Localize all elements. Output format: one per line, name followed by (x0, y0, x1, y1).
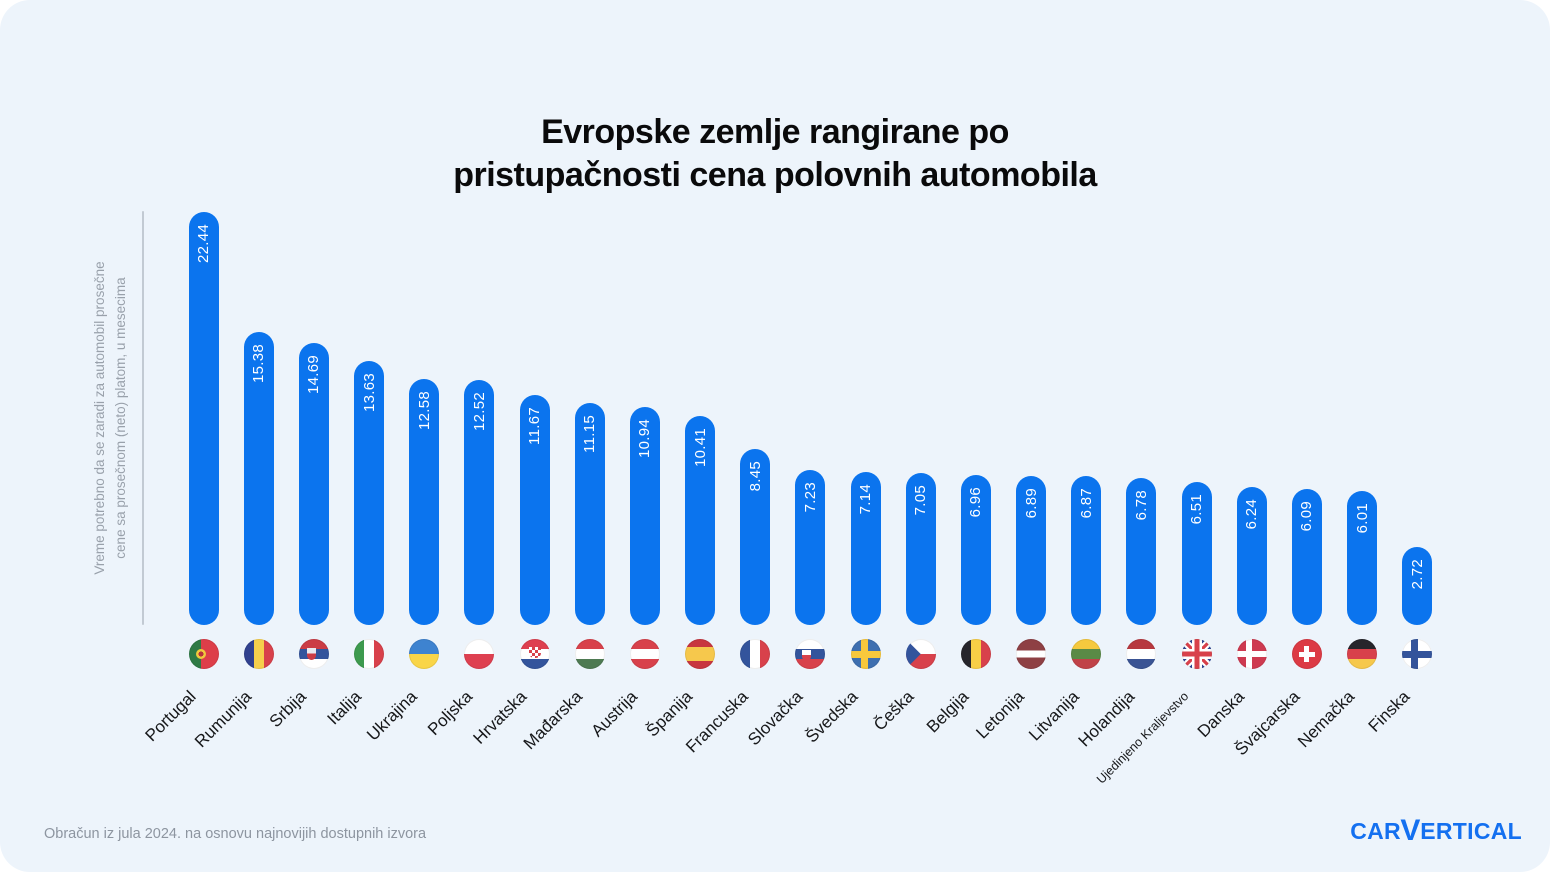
flag-ro-icon (243, 639, 274, 669)
bar-value-label: 12.58 (415, 391, 433, 431)
bar-ro: 15.38 (243, 331, 274, 625)
bar-value-label: 12.52 (470, 392, 488, 432)
flag-dk-icon (1236, 639, 1267, 669)
bar-value-label: 7.14 (857, 483, 875, 515)
bar-hr: 11.67 (519, 394, 550, 625)
bar-value-label: 6.87 (1077, 488, 1095, 519)
bar-pt: 22.44 (188, 211, 219, 625)
bar-se: 7.14 (850, 471, 881, 625)
carvertical-logo: CARVERTICAL (1350, 813, 1522, 849)
bar-lv: 6.89 (1016, 475, 1047, 625)
bar-value-label: 10.41 (691, 428, 709, 468)
bar-value-label: 6.96 (967, 486, 985, 518)
flag-pt-icon (188, 639, 219, 669)
x-label-es: Španija (642, 686, 697, 741)
bar-value-label: 7.23 (801, 482, 819, 513)
flag-ch-icon (1291, 639, 1322, 669)
flag-lv-icon (1016, 639, 1047, 669)
flag-fi-icon (1402, 639, 1433, 669)
flag-gb-icon (1181, 639, 1212, 669)
bar-at: 10.94 (629, 407, 660, 625)
bar-value-label: 11.67 (526, 406, 544, 445)
y-axis-line (142, 211, 144, 625)
flag-lt-icon (1071, 639, 1102, 669)
bar-lt: 6.87 (1071, 476, 1102, 625)
bar-value-label: 10.94 (636, 419, 654, 459)
flag-es-icon (685, 639, 716, 669)
bar-de: 6.01 (1347, 490, 1378, 625)
bar-value-label: 15.38 (250, 343, 268, 383)
bar-value-label: 7.05 (912, 485, 930, 516)
bar-ch: 6.09 (1291, 489, 1322, 625)
flag-nl-icon (1126, 639, 1157, 669)
logo-text-ertical: ERTICAL (1420, 818, 1522, 844)
x-label-at: Austrija (587, 686, 642, 741)
bar-value-label: 6.01 (1353, 502, 1371, 534)
logo-v-mark-icon: V (1400, 814, 1421, 847)
x-label-se: Švedska (802, 686, 862, 747)
bar-value-label: 8.45 (746, 461, 764, 492)
bar-be: 6.96 (960, 474, 991, 625)
bar-value-label: 2.72 (1408, 558, 1426, 590)
bar-rs: 14.69 (298, 343, 329, 625)
flag-hu-icon (574, 639, 605, 669)
bar-value-label: 22.44 (195, 223, 212, 263)
bar-ua: 12.58 (409, 379, 440, 625)
bar-value-label: 6.09 (1298, 501, 1316, 532)
flag-fr-icon (740, 639, 771, 669)
source-note: Obračun iz jula 2024. na osnovu najnovij… (44, 826, 427, 842)
bar-fr: 8.45 (740, 449, 771, 625)
chart-title-line-2: pristupačnosti cena polovnih automobila (453, 155, 1097, 194)
flag-pl-icon (464, 639, 495, 669)
bar-dk: 6.24 (1236, 486, 1267, 625)
bar-pl: 12.52 (464, 380, 495, 625)
flag-rs-icon (298, 639, 329, 669)
x-label-rs: Srbija (266, 686, 311, 732)
bar-fi: 2.72 (1402, 546, 1433, 625)
bar-gb: 6.51 (1181, 482, 1212, 625)
x-label-lv: Letonija (971, 686, 1028, 743)
x-label-de: Nemačka (1294, 686, 1359, 752)
logo-text-car: CAR (1350, 818, 1401, 844)
bar-hu: 11.15 (574, 403, 605, 625)
flag-ua-icon (409, 639, 440, 669)
chart-title-line-1: Evropske zemlje rangirane po (541, 112, 1009, 151)
x-label-dk: Danska (1193, 686, 1249, 742)
bar-value-label: 13.63 (360, 373, 378, 413)
flag-sk-icon (795, 639, 826, 669)
x-label-sk: Slovačka (744, 686, 807, 750)
bar-nl: 6.78 (1126, 477, 1157, 625)
bar-value-label: 6.51 (1188, 494, 1206, 525)
x-label-cz: Češka (869, 686, 918, 735)
bar-es: 10.41 (685, 416, 716, 625)
x-label-fi: Finska (1364, 686, 1414, 736)
bar-value-label: 11.15 (581, 415, 599, 454)
flag-cz-icon (905, 639, 936, 669)
x-label-ro: Rumunija (190, 686, 256, 752)
bar-value-label: 6.89 (1022, 487, 1040, 519)
x-label-pl: Poljska (423, 686, 476, 740)
bar-value-label: 6.78 (1132, 489, 1150, 521)
bar-value-label: 14.69 (305, 355, 323, 395)
flag-de-icon (1347, 639, 1378, 669)
chart-title: Evropske zemlje rangirane po pristupačno… (0, 111, 1550, 197)
flag-it-icon (354, 639, 384, 669)
bar-it: 13.63 (354, 361, 384, 625)
bar-value-label: 6.24 (1243, 498, 1261, 530)
bar-cz: 7.05 (905, 473, 936, 625)
x-label-hu: Mađarska (519, 686, 587, 754)
x-label-ua: Ukrajina (363, 686, 421, 745)
flag-at-icon (629, 639, 660, 669)
x-label-be: Belgija (922, 686, 973, 737)
flag-hr-icon (519, 639, 550, 669)
bar-sk: 7.23 (795, 470, 826, 625)
flag-se-icon (850, 639, 881, 669)
flag-be-icon (960, 639, 991, 669)
x-label-it: Italija (323, 686, 366, 729)
